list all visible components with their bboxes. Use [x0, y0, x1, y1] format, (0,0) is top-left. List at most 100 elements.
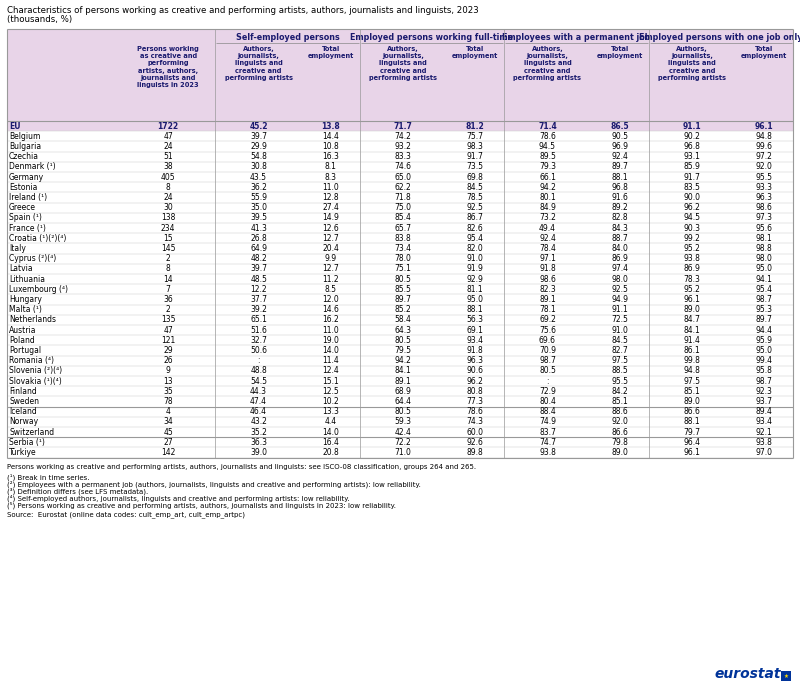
- Text: (¹) Break in time series.: (¹) Break in time series.: [7, 473, 90, 481]
- Bar: [7, 427, 793, 438]
- Text: 98.7: 98.7: [756, 377, 773, 386]
- Text: 84.5: 84.5: [467, 183, 484, 192]
- Text: 51.6: 51.6: [250, 326, 267, 335]
- Text: 32.7: 32.7: [250, 336, 267, 344]
- Text: 70.9: 70.9: [539, 346, 556, 355]
- Text: 96.2: 96.2: [683, 203, 700, 212]
- Text: Belgium: Belgium: [9, 132, 40, 141]
- Text: 47: 47: [163, 326, 173, 335]
- Text: 96.1: 96.1: [683, 295, 700, 304]
- Text: 89.2: 89.2: [611, 203, 628, 212]
- Text: 90.5: 90.5: [611, 132, 628, 141]
- Text: 84.5: 84.5: [611, 336, 628, 344]
- Text: 12.6: 12.6: [322, 224, 339, 233]
- Text: 86.6: 86.6: [683, 407, 700, 416]
- Text: 1722: 1722: [158, 121, 178, 131]
- Text: 234: 234: [161, 224, 175, 233]
- Text: 405: 405: [161, 173, 175, 182]
- Text: 13.3: 13.3: [322, 407, 339, 416]
- Text: ★: ★: [783, 674, 789, 679]
- Bar: [7, 121, 793, 131]
- Text: 83.5: 83.5: [683, 183, 700, 192]
- Text: 88.1: 88.1: [611, 173, 628, 182]
- Text: 84.7: 84.7: [683, 316, 700, 325]
- Text: 64.3: 64.3: [394, 326, 411, 335]
- Text: 80.1: 80.1: [539, 193, 556, 202]
- Text: 48.8: 48.8: [250, 367, 267, 376]
- Text: 8.1: 8.1: [325, 163, 337, 172]
- Bar: [7, 264, 793, 274]
- Text: 88.6: 88.6: [611, 407, 628, 416]
- Text: 79.3: 79.3: [539, 163, 556, 172]
- Text: Authors,
journalists,
linguists and
creative and
performing artists: Authors, journalists, linguists and crea…: [514, 46, 582, 81]
- Text: 51: 51: [163, 152, 173, 161]
- Text: 35.0: 35.0: [250, 203, 267, 212]
- Text: Total
employment: Total employment: [597, 46, 643, 59]
- Text: 74.6: 74.6: [394, 163, 411, 172]
- Text: 27.4: 27.4: [322, 203, 339, 212]
- Text: 84.1: 84.1: [683, 326, 700, 335]
- Text: 91.9: 91.9: [467, 265, 484, 274]
- Text: 36.2: 36.2: [250, 183, 267, 192]
- Text: 84.2: 84.2: [611, 387, 628, 395]
- Text: 39.7: 39.7: [250, 132, 267, 141]
- Text: 96.1: 96.1: [683, 448, 700, 457]
- Bar: [7, 447, 793, 457]
- Text: 8.5: 8.5: [325, 285, 337, 294]
- Text: Croatia (¹)(²)(⁴): Croatia (¹)(²)(⁴): [9, 234, 66, 243]
- Text: 96.8: 96.8: [683, 142, 700, 151]
- Text: Characteristics of persons working as creative and performing artists, authors, : Characteristics of persons working as cr…: [7, 6, 478, 15]
- Text: 95.5: 95.5: [611, 377, 628, 386]
- Text: 62.2: 62.2: [394, 183, 411, 192]
- Bar: [7, 203, 793, 213]
- Text: 81.2: 81.2: [466, 121, 485, 131]
- Text: 16.2: 16.2: [322, 316, 339, 325]
- Text: 71.4: 71.4: [538, 121, 557, 131]
- Text: 75.1: 75.1: [394, 265, 411, 274]
- Text: 34: 34: [163, 418, 173, 426]
- Text: 12.7: 12.7: [322, 234, 339, 243]
- Text: Authors,
journalists,
linguists and
creative and
performing artists: Authors, journalists, linguists and crea…: [225, 46, 293, 81]
- Text: 98.7: 98.7: [539, 356, 556, 365]
- Text: 94.2: 94.2: [539, 183, 556, 192]
- Text: Denmark (¹): Denmark (¹): [9, 163, 56, 172]
- Text: 35.2: 35.2: [250, 428, 267, 437]
- Bar: [7, 387, 793, 396]
- Text: 94.9: 94.9: [611, 295, 628, 304]
- Text: 35: 35: [163, 387, 173, 395]
- Text: 96.1: 96.1: [755, 121, 774, 131]
- Text: 90.6: 90.6: [466, 367, 484, 376]
- Text: 80.8: 80.8: [467, 387, 484, 395]
- Text: 89.1: 89.1: [394, 377, 411, 386]
- Text: Poland: Poland: [9, 336, 34, 344]
- Text: Iceland: Iceland: [9, 407, 37, 416]
- Text: 89.7: 89.7: [611, 163, 628, 172]
- Text: 92.0: 92.0: [756, 163, 773, 172]
- Text: 80.4: 80.4: [539, 397, 556, 406]
- Text: 43.2: 43.2: [250, 418, 267, 426]
- Text: 79.7: 79.7: [683, 428, 700, 437]
- Text: 56.3: 56.3: [466, 316, 484, 325]
- Text: Romania (⁴): Romania (⁴): [9, 356, 54, 365]
- Text: 98.7: 98.7: [756, 295, 773, 304]
- Text: 89.0: 89.0: [611, 448, 628, 457]
- Text: Employed persons working full-time: Employed persons working full-time: [350, 33, 514, 42]
- Text: 99.6: 99.6: [756, 142, 773, 151]
- Text: 94.8: 94.8: [756, 132, 773, 141]
- Text: 85.1: 85.1: [611, 397, 628, 406]
- Text: 74.2: 74.2: [394, 132, 411, 141]
- Text: 93.8: 93.8: [756, 438, 773, 446]
- Text: 71.8: 71.8: [394, 193, 411, 202]
- Text: 10.8: 10.8: [322, 142, 339, 151]
- Text: 71.0: 71.0: [394, 448, 411, 457]
- Text: Persons working as creative and performing artists, authors, journalists and lin: Persons working as creative and performi…: [7, 464, 476, 470]
- Text: 48.5: 48.5: [250, 275, 267, 284]
- Text: Serbia (¹): Serbia (¹): [9, 438, 45, 446]
- Text: 95.0: 95.0: [466, 295, 484, 304]
- Text: 80.5: 80.5: [394, 336, 411, 344]
- Text: Sweden: Sweden: [9, 397, 39, 406]
- Text: 99.2: 99.2: [683, 234, 700, 243]
- Text: 89.8: 89.8: [467, 448, 484, 457]
- Text: 16.3: 16.3: [322, 152, 339, 161]
- Text: 14.0: 14.0: [322, 346, 339, 355]
